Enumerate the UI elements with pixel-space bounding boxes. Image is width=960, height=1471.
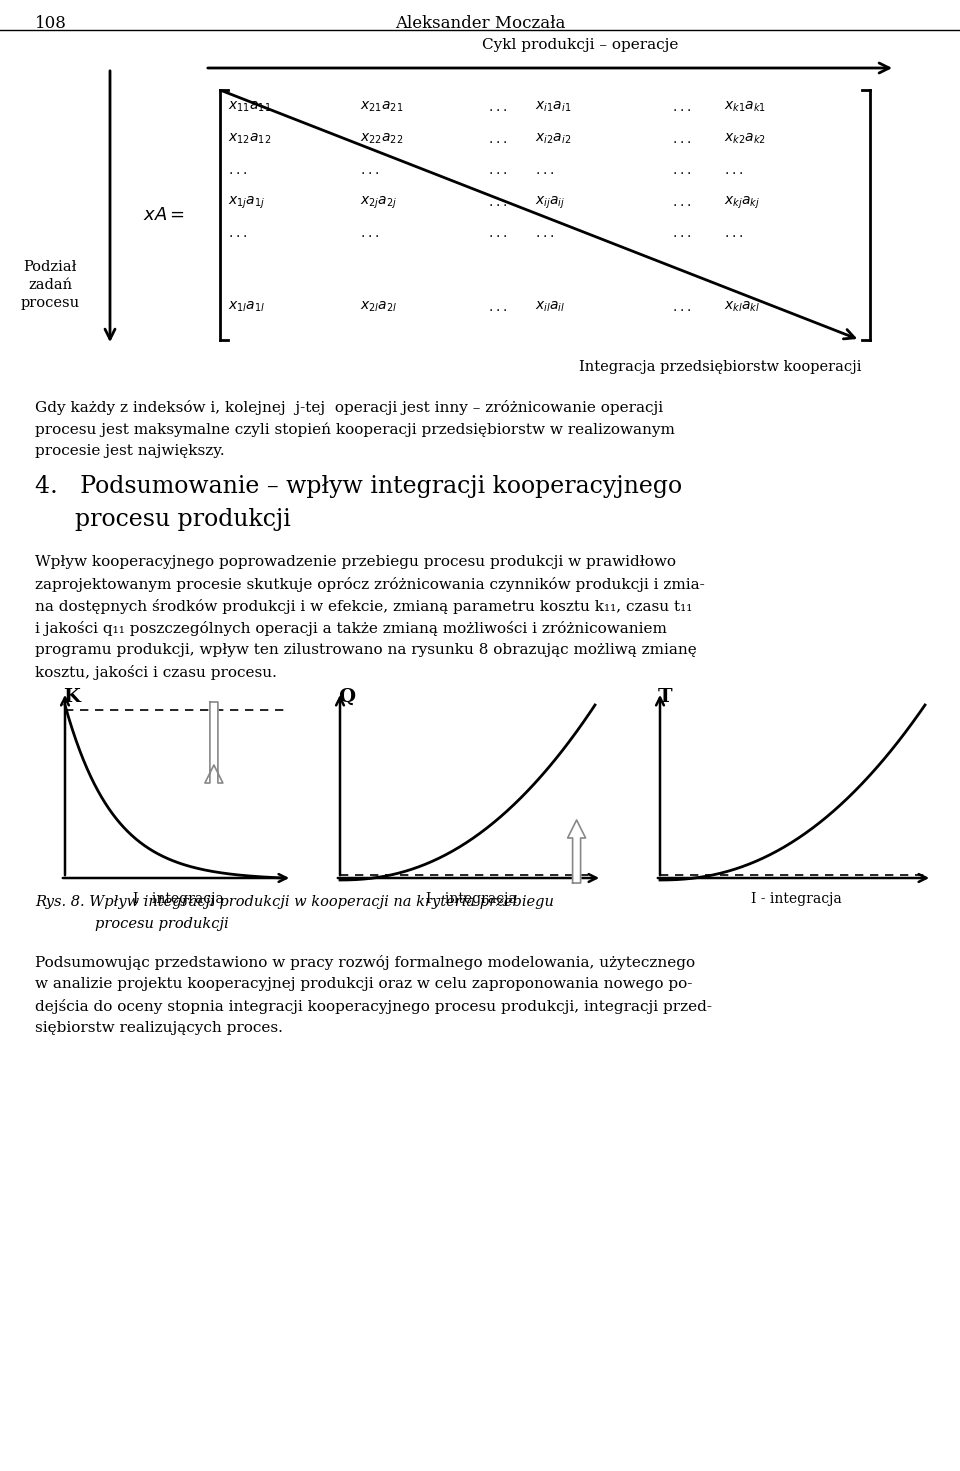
Text: siębiorstw realizujących proces.: siębiorstw realizujących proces. — [35, 1021, 283, 1036]
Text: procesu produkcji: procesu produkcji — [95, 916, 228, 931]
Text: kosztu, jakości i czasu procesu.: kosztu, jakości i czasu procesu. — [35, 665, 276, 680]
Text: T: T — [658, 688, 673, 706]
Text: $...$: $...$ — [488, 100, 507, 113]
Text: I - integracja: I - integracja — [425, 891, 516, 906]
Text: $x_{kl}a_{kl}$: $x_{kl}a_{kl}$ — [724, 300, 760, 315]
Text: $x_{1l}a_{1l}$: $x_{1l}a_{1l}$ — [228, 300, 265, 315]
Text: $x_{12}a_{12}$: $x_{12}a_{12}$ — [228, 132, 272, 147]
Text: procesu jest maksymalne czyli stopień kooperacji przedsiębiorstw w realizowanym: procesu jest maksymalne czyli stopień ko… — [35, 422, 675, 437]
Text: $...$: $...$ — [228, 163, 247, 177]
Text: $...$: $...$ — [672, 163, 691, 177]
Text: $...$: $...$ — [535, 163, 554, 177]
Text: $...$: $...$ — [724, 227, 743, 240]
Text: programu produkcji, wpływ ten zilustrowano na rysunku 8 obrazując możliwą zmianę: programu produkcji, wpływ ten zilustrowa… — [35, 643, 697, 658]
Text: $...$: $...$ — [724, 163, 743, 177]
Polygon shape — [204, 702, 223, 783]
Text: $...$: $...$ — [672, 100, 691, 113]
Text: $...$: $...$ — [360, 227, 379, 240]
Text: $x_{i1}a_{i1}$: $x_{i1}a_{i1}$ — [535, 100, 571, 115]
Text: $x_{22}a_{22}$: $x_{22}a_{22}$ — [360, 132, 403, 147]
Text: Cykl produkcji – operacje: Cykl produkcji – operacje — [482, 38, 678, 51]
Text: $x_{kj}a_{kj}$: $x_{kj}a_{kj}$ — [724, 196, 760, 212]
Text: $...$: $...$ — [488, 227, 507, 240]
Text: na dostępnych środków produkcji i w efekcie, zmianą parametru kosztu k₁₁, czasu : na dostępnych środków produkcji i w efek… — [35, 599, 692, 613]
Text: $x_{k1}a_{k1}$: $x_{k1}a_{k1}$ — [724, 100, 766, 115]
Text: Aleksander Moczała: Aleksander Moczała — [395, 15, 565, 32]
Text: $...$: $...$ — [488, 300, 507, 313]
Text: procesie jest największy.: procesie jest największy. — [35, 444, 225, 457]
Text: $...$: $...$ — [535, 227, 554, 240]
Text: $x_{1j}a_{1j}$: $x_{1j}a_{1j}$ — [228, 196, 265, 212]
Text: $...$: $...$ — [488, 163, 507, 177]
Text: i jakości q₁₁ poszczególnych operacji a także zmianą możliwości i zróżnicowaniem: i jakości q₁₁ poszczególnych operacji a … — [35, 621, 667, 635]
Text: $...$: $...$ — [228, 227, 247, 240]
Text: $xA =$: $xA =$ — [143, 206, 185, 224]
Text: $x_{21}a_{21}$: $x_{21}a_{21}$ — [360, 100, 403, 115]
Text: Q: Q — [338, 688, 355, 706]
Text: Podsumowując przedstawiono w pracy rozwój formalnego modelowania, użytecznego: Podsumowując przedstawiono w pracy rozwó… — [35, 955, 695, 969]
Text: $...$: $...$ — [488, 196, 507, 209]
Text: Gdy każdy z indeksów i, kolejnej  j-tej  operacji jest inny – zróżnicowanie oper: Gdy każdy z indeksów i, kolejnej j-tej o… — [35, 400, 663, 415]
Text: $x_{i2}a_{i2}$: $x_{i2}a_{i2}$ — [535, 132, 571, 147]
Text: zadań: zadań — [28, 278, 72, 293]
Text: I - integracja: I - integracja — [133, 891, 224, 906]
Text: zaprojektowanym procesie skutkuje oprócz zróżnicowania czynników produkcji i zmi: zaprojektowanym procesie skutkuje oprócz… — [35, 577, 705, 591]
Text: w analizie projektu kooperacyjnej produkcji oraz w celu zaproponowania nowego po: w analizie projektu kooperacyjnej produk… — [35, 977, 692, 991]
Text: I - integracja: I - integracja — [751, 891, 841, 906]
Text: $...$: $...$ — [672, 132, 691, 146]
Text: Wpływ kooperacyjnego poprowadzenie przebiegu procesu produkcji w prawidłowo: Wpływ kooperacyjnego poprowadzenie przeb… — [35, 555, 676, 569]
Text: $...$: $...$ — [488, 132, 507, 146]
Text: dejścia do oceny stopnia integracji kooperacyjnego procesu produkcji, integracji: dejścia do oceny stopnia integracji koop… — [35, 999, 712, 1014]
Text: Podział: Podział — [23, 260, 77, 274]
Text: 108: 108 — [35, 15, 67, 32]
Text: procesu: procesu — [20, 296, 80, 310]
Text: $x_{2j}a_{2j}$: $x_{2j}a_{2j}$ — [360, 196, 397, 212]
Text: procesu produkcji: procesu produkcji — [75, 507, 291, 531]
Polygon shape — [567, 819, 586, 883]
Text: $...$: $...$ — [672, 196, 691, 209]
Text: Rys. 8. Wpływ integracji produkcji w kooperacji na kryteria przebiegu: Rys. 8. Wpływ integracji produkcji w koo… — [35, 894, 554, 909]
Text: $x_{k2}a_{k2}$: $x_{k2}a_{k2}$ — [724, 132, 766, 147]
Text: Integracja przedsiębiorstw kooperacji: Integracja przedsiębiorstw kooperacji — [579, 360, 861, 374]
Text: $x_{ij}a_{ij}$: $x_{ij}a_{ij}$ — [535, 196, 565, 212]
Text: $...$: $...$ — [672, 227, 691, 240]
Text: $x_{11}a_{11}$: $x_{11}a_{11}$ — [228, 100, 272, 115]
Text: 4.   Podsumowanie – wpływ integracji kooperacyjnego: 4. Podsumowanie – wpływ integracji koope… — [35, 475, 683, 499]
Text: $...$: $...$ — [672, 300, 691, 313]
Text: $x_{il}a_{il}$: $x_{il}a_{il}$ — [535, 300, 565, 315]
Text: $x_{2l}a_{2l}$: $x_{2l}a_{2l}$ — [360, 300, 397, 315]
Text: $...$: $...$ — [360, 163, 379, 177]
Text: K: K — [63, 688, 80, 706]
